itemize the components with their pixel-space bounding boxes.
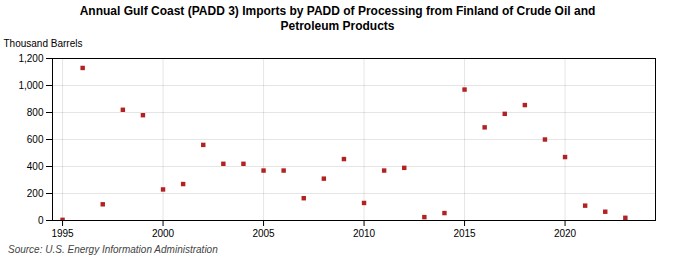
svg-text:400: 400 <box>27 161 44 172</box>
svg-text:200: 200 <box>27 188 44 199</box>
html-text:Annual Gulf Coast (PADD 3) Imp: Annual Gulf Coast (PADD 3) Imports by PA… <box>79 4 596 33</box>
svg-text:0: 0 <box>38 215 44 226</box>
svg-text:2000: 2000 <box>152 228 175 239</box>
svg-text:800: 800 <box>27 107 44 118</box>
svg-text:2015: 2015 <box>453 228 476 239</box>
html-text:Source: U.S. Energy Informatio: Source: U.S. Energy Information Administ… <box>8 244 218 255</box>
svg-text:1,000: 1,000 <box>18 80 43 91</box>
svg-text:600: 600 <box>27 134 44 145</box>
svg-text:2010: 2010 <box>353 228 376 239</box>
svg-text:2005: 2005 <box>252 228 275 239</box>
svg-text:1,200: 1,200 <box>18 53 43 64</box>
svg-text:2020: 2020 <box>554 228 577 239</box>
svg-text:1995: 1995 <box>51 228 74 239</box>
svg-text:Thousand Barrels: Thousand Barrels <box>4 38 83 49</box>
